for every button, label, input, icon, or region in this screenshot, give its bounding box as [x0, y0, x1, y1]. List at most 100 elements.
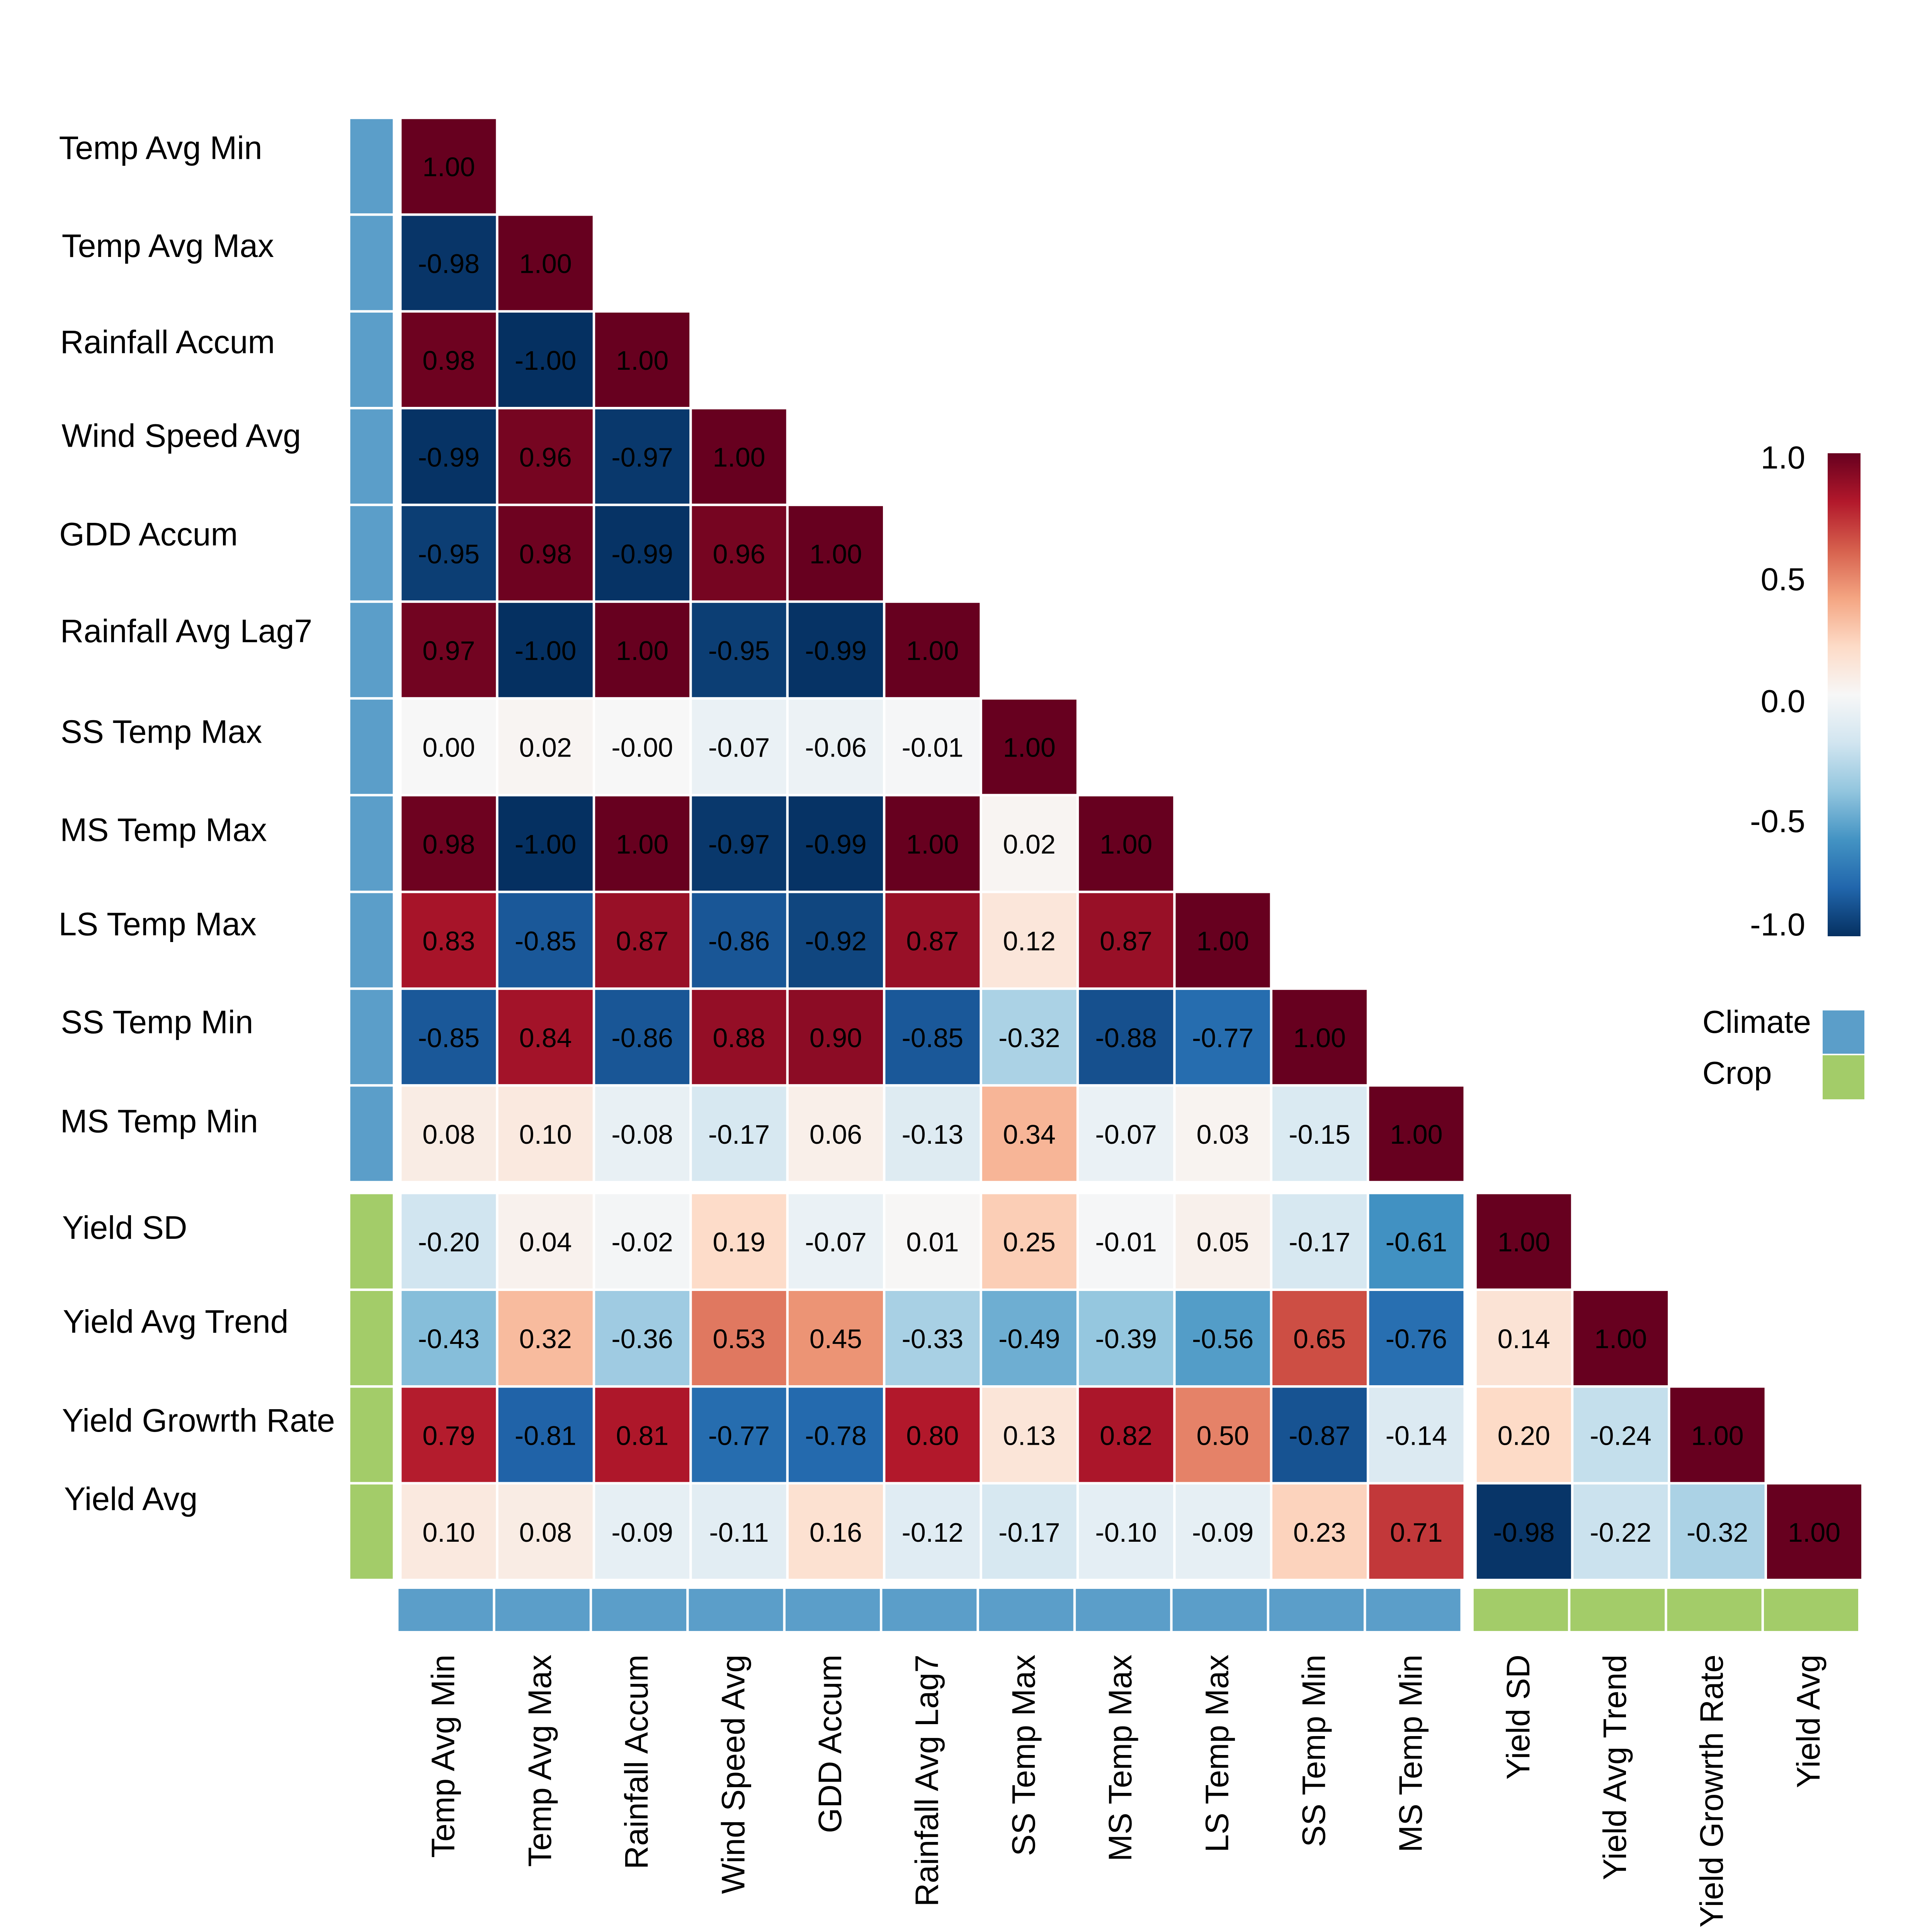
svg-text:-0.32: -0.32	[1687, 1517, 1748, 1548]
svg-text:-0.97: -0.97	[611, 442, 673, 472]
svg-text:1.00: 1.00	[1196, 926, 1249, 956]
svg-text:Wind Speed Avg: Wind Speed Avg	[61, 417, 301, 454]
svg-text:-0.85: -0.85	[418, 1023, 480, 1053]
svg-text:1.00: 1.00	[422, 152, 475, 182]
svg-text:-1.00: -1.00	[515, 345, 577, 376]
svg-text:-1.0: -1.0	[1750, 906, 1805, 942]
svg-text:0.25: 0.25	[1003, 1227, 1056, 1257]
svg-text:-0.12: -0.12	[902, 1517, 964, 1548]
svg-text:-0.78: -0.78	[805, 1420, 867, 1451]
svg-text:1.00: 1.00	[810, 539, 862, 569]
svg-text:-0.17: -0.17	[708, 1119, 770, 1150]
svg-text:-0.5: -0.5	[1750, 803, 1805, 839]
svg-text:Climate: Climate	[1702, 1004, 1811, 1040]
svg-text:0.23: 0.23	[1293, 1517, 1346, 1548]
svg-text:1.00: 1.00	[906, 829, 959, 859]
svg-text:Wind Speed Avg: Wind Speed Avg	[715, 1655, 752, 1894]
svg-text:-0.10: -0.10	[1095, 1517, 1157, 1548]
svg-text:0.13: 0.13	[1003, 1420, 1056, 1451]
svg-text:-1.00: -1.00	[515, 829, 577, 859]
svg-text:0.06: 0.06	[810, 1119, 862, 1150]
svg-text:-0.95: -0.95	[708, 636, 770, 666]
svg-text:-0.17: -0.17	[998, 1517, 1060, 1548]
svg-text:0.16: 0.16	[810, 1517, 862, 1548]
svg-text:-0.33: -0.33	[902, 1324, 964, 1354]
svg-text:-0.99: -0.99	[611, 539, 673, 569]
svg-text:0.19: 0.19	[713, 1227, 765, 1257]
svg-text:-1.00: -1.00	[515, 636, 577, 666]
svg-text:0.71: 0.71	[1390, 1517, 1442, 1548]
svg-text:-0.20: -0.20	[418, 1227, 480, 1257]
svg-text:-0.99: -0.99	[418, 442, 480, 472]
svg-text:0.08: 0.08	[519, 1517, 572, 1548]
svg-text:-0.56: -0.56	[1192, 1324, 1254, 1354]
svg-text:1.00: 1.00	[616, 829, 668, 859]
svg-text:-0.32: -0.32	[998, 1023, 1060, 1053]
svg-text:SS Temp Max: SS Temp Max	[61, 713, 262, 750]
svg-text:0.01: 0.01	[906, 1227, 959, 1257]
svg-text:-0.77: -0.77	[1192, 1023, 1254, 1053]
svg-text:0.50: 0.50	[1196, 1420, 1249, 1451]
svg-text:-0.85: -0.85	[515, 926, 577, 956]
svg-text:-0.07: -0.07	[1095, 1119, 1157, 1150]
svg-text:GDD Accum: GDD Accum	[812, 1655, 848, 1833]
svg-text:Yield Growrth Rate: Yield Growrth Rate	[62, 1402, 335, 1439]
svg-text:1.00: 1.00	[1390, 1119, 1442, 1150]
svg-text:-0.09: -0.09	[611, 1517, 673, 1548]
svg-text:-0.76: -0.76	[1386, 1324, 1447, 1354]
svg-text:0.12: 0.12	[1003, 926, 1056, 956]
svg-text:-0.92: -0.92	[805, 926, 867, 956]
svg-text:-0.06: -0.06	[805, 733, 867, 763]
svg-text:Yield Growrth Rate: Yield Growrth Rate	[1694, 1655, 1730, 1928]
svg-text:1.00: 1.00	[1003, 733, 1056, 763]
svg-text:1.00: 1.00	[616, 636, 668, 666]
svg-text:1.00: 1.00	[1594, 1324, 1647, 1354]
svg-text:SS Temp Min: SS Temp Min	[1296, 1655, 1332, 1847]
svg-text:0.08: 0.08	[422, 1119, 475, 1150]
svg-text:GDD Accum: GDD Accum	[59, 516, 238, 553]
svg-text:0.98: 0.98	[422, 345, 475, 376]
svg-text:-0.86: -0.86	[708, 926, 770, 956]
svg-text:-0.61: -0.61	[1386, 1227, 1447, 1257]
svg-text:Temp Avg Min: Temp Avg Min	[59, 130, 262, 166]
svg-text:0.90: 0.90	[810, 1023, 862, 1053]
svg-text:-0.00: -0.00	[611, 733, 673, 763]
svg-text:0.80: 0.80	[906, 1420, 959, 1451]
svg-text:0.84: 0.84	[519, 1023, 572, 1053]
svg-text:LS Temp Max: LS Temp Max	[1199, 1655, 1235, 1852]
svg-text:1.00: 1.00	[616, 345, 668, 376]
svg-text:0.98: 0.98	[519, 539, 572, 569]
svg-text:0.02: 0.02	[519, 733, 572, 763]
svg-text:0.10: 0.10	[519, 1119, 572, 1150]
svg-text:0.32: 0.32	[519, 1324, 572, 1354]
svg-text:0.00: 0.00	[422, 733, 475, 763]
svg-text:0.14: 0.14	[1498, 1324, 1550, 1354]
svg-text:0.53: 0.53	[713, 1324, 765, 1354]
svg-text:0.65: 0.65	[1293, 1324, 1346, 1354]
svg-text:-0.17: -0.17	[1289, 1227, 1350, 1257]
svg-text:0.81: 0.81	[616, 1420, 668, 1451]
svg-text:-0.95: -0.95	[418, 539, 480, 569]
svg-text:LS Temp Max: LS Temp Max	[59, 906, 257, 942]
svg-text:0.88: 0.88	[713, 1023, 765, 1053]
svg-text:MS Temp Min: MS Temp Min	[60, 1103, 258, 1139]
svg-text:-0.98: -0.98	[418, 249, 480, 279]
svg-text:-0.15: -0.15	[1289, 1119, 1350, 1150]
svg-text:Rainfall Accum: Rainfall Accum	[60, 324, 275, 360]
svg-text:-0.49: -0.49	[998, 1324, 1060, 1354]
svg-text:-0.22: -0.22	[1590, 1517, 1651, 1548]
svg-text:1.00: 1.00	[519, 249, 572, 279]
svg-text:-0.39: -0.39	[1095, 1324, 1157, 1354]
svg-text:MS Temp Max: MS Temp Max	[1102, 1655, 1138, 1861]
svg-text:0.83: 0.83	[422, 926, 475, 956]
svg-text:SS Temp Min: SS Temp Min	[61, 1004, 253, 1040]
svg-text:1.00: 1.00	[1691, 1420, 1743, 1451]
svg-text:-0.24: -0.24	[1590, 1420, 1651, 1451]
svg-text:Yield Avg: Yield Avg	[64, 1481, 198, 1517]
svg-text:0.10: 0.10	[422, 1517, 475, 1548]
svg-text:-0.98: -0.98	[1493, 1517, 1555, 1548]
svg-text:SS Temp Max: SS Temp Max	[1005, 1655, 1042, 1856]
svg-text:0.87: 0.87	[1100, 926, 1152, 956]
svg-text:-0.01: -0.01	[902, 733, 964, 763]
svg-text:0.34: 0.34	[1003, 1119, 1056, 1150]
